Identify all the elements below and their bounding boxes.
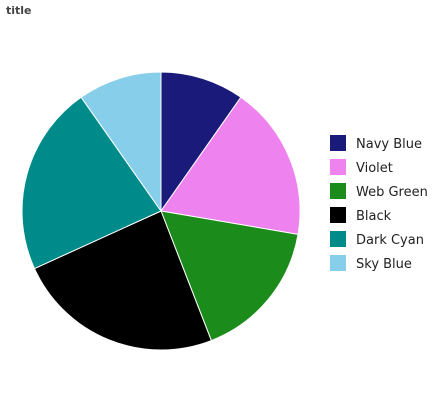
- pie-slice-dark-cyan: [21, 96, 162, 270]
- pie-slice-violet: [160, 96, 301, 235]
- legend-label-web-green: Web Green: [356, 185, 428, 200]
- legend-label-dark-cyan: Dark Cyan: [356, 233, 424, 248]
- legend-label-sky-blue: Sky Blue: [356, 257, 412, 272]
- legend-label-violet: Violet: [356, 161, 393, 176]
- pie-slices: [21, 71, 301, 351]
- legend-label-black: Black: [356, 209, 392, 224]
- legend-label-navy-blue: Navy Blue: [356, 137, 422, 152]
- chart-title: title: [6, 4, 32, 17]
- pie-slice-black: [33, 210, 212, 351]
- pie-slice-navy-blue: [160, 71, 242, 213]
- legend-swatch-sky-blue: [330, 255, 346, 271]
- legend-swatch-dark-cyan: [330, 231, 346, 247]
- legend-swatch-web-green: [330, 183, 346, 199]
- legend-swatch-black: [330, 207, 346, 223]
- pie-slice-web-green: [160, 210, 299, 342]
- legend: Navy Blue Violet Web Green Black Dark Cyan Sk…: [330, 135, 428, 272]
- legend-swatch-violet: [330, 159, 346, 175]
- pie-slice-sky-blue: [80, 71, 162, 213]
- legend-swatch-navy-blue: [330, 135, 346, 151]
